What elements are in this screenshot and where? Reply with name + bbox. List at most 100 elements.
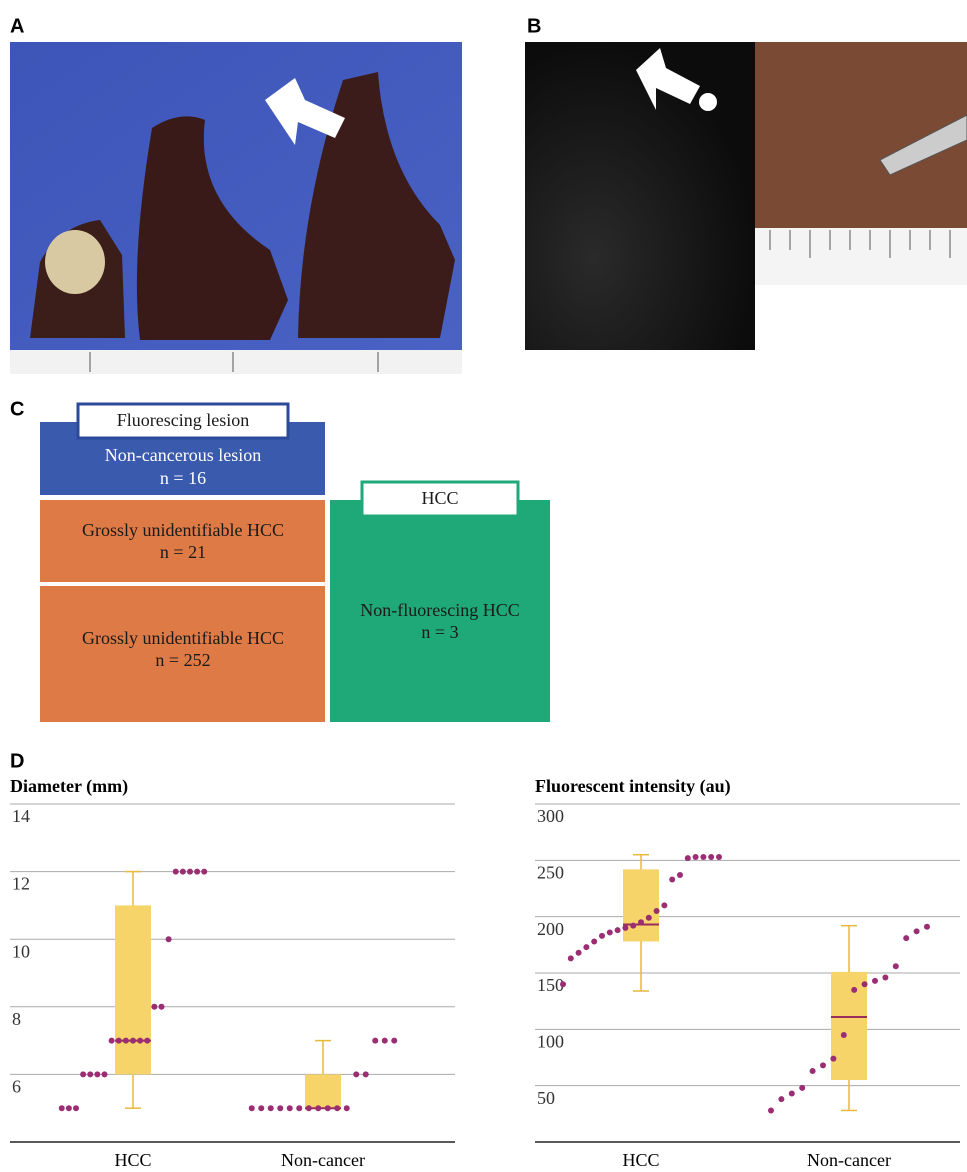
box-unident — [40, 500, 325, 582]
point — [903, 935, 909, 941]
point — [315, 1105, 321, 1111]
point — [685, 855, 691, 861]
point — [789, 1091, 795, 1097]
point — [862, 981, 868, 987]
ruler — [10, 350, 462, 374]
x-tick-label: Non-cancer — [281, 1150, 365, 1170]
y-tick-label: 100 — [537, 1031, 564, 1051]
point — [353, 1071, 359, 1077]
point — [334, 1105, 340, 1111]
point — [201, 869, 207, 875]
box-title: Grossly unidentifiable HCC — [82, 628, 284, 648]
x-tick-label: HCC — [114, 1150, 151, 1170]
box — [115, 905, 151, 1074]
point — [893, 963, 899, 969]
point — [137, 1038, 143, 1044]
point — [768, 1107, 774, 1113]
point — [591, 938, 597, 944]
label: HCC — [421, 488, 458, 508]
point — [599, 933, 605, 939]
point — [882, 975, 888, 981]
point — [382, 1038, 388, 1044]
point — [693, 854, 699, 860]
point — [677, 872, 683, 878]
point — [144, 1038, 150, 1044]
point — [173, 869, 179, 875]
point — [576, 950, 582, 956]
box — [305, 1074, 341, 1108]
panel-label: D — [10, 750, 24, 772]
point — [391, 1038, 397, 1044]
point — [583, 944, 589, 950]
tumor — [45, 230, 105, 294]
point — [94, 1071, 100, 1077]
y-tick-label: 6 — [12, 1077, 21, 1097]
point — [661, 902, 667, 908]
point — [872, 978, 878, 984]
panel-label: C — [10, 398, 24, 420]
fluorescence-spot — [699, 93, 717, 111]
point — [810, 1068, 816, 1074]
point — [80, 1071, 86, 1077]
point — [568, 955, 574, 961]
point — [296, 1105, 302, 1111]
point — [799, 1085, 805, 1091]
point — [59, 1105, 65, 1111]
y-tick-label: 14 — [12, 806, 30, 826]
point — [306, 1105, 312, 1111]
point — [830, 1056, 836, 1062]
point — [87, 1071, 93, 1077]
box-n: n = 21 — [160, 542, 206, 562]
point — [615, 927, 621, 933]
box-n: n = 252 — [155, 650, 210, 670]
point — [716, 854, 722, 860]
point — [820, 1062, 826, 1068]
y-tick-label: 12 — [12, 874, 30, 894]
point — [363, 1071, 369, 1077]
point — [66, 1105, 72, 1111]
point — [607, 929, 613, 935]
point — [841, 1032, 847, 1038]
box-title: Non-cancerous lesion — [105, 445, 261, 465]
point — [249, 1105, 255, 1111]
point — [287, 1105, 293, 1111]
point — [268, 1105, 274, 1111]
box-n: n = 16 — [160, 468, 206, 488]
point — [166, 936, 172, 942]
point — [560, 981, 566, 987]
point — [630, 923, 636, 929]
box — [831, 972, 867, 1080]
x-tick-label: Non-cancer — [807, 1150, 891, 1170]
box-n: n = 3 — [421, 622, 458, 642]
point — [654, 908, 660, 914]
y-tick-label: 10 — [12, 941, 30, 961]
point — [622, 925, 628, 931]
panel-label: A — [10, 15, 24, 37]
point — [924, 924, 930, 930]
point — [851, 987, 857, 993]
box-title: Non-fluorescing HCC — [360, 600, 519, 620]
point — [258, 1105, 264, 1111]
point — [130, 1038, 136, 1044]
point — [325, 1105, 331, 1111]
y-tick-label: 8 — [12, 1009, 21, 1029]
point — [277, 1105, 283, 1111]
panel-label: B — [527, 15, 541, 37]
figure: A B C Fluorescing lesion Non-cancerous l… — [0, 0, 967, 1172]
point — [109, 1038, 115, 1044]
point — [669, 876, 675, 882]
point — [151, 1004, 157, 1010]
photo — [525, 42, 755, 350]
y-tick-label: 150 — [537, 975, 564, 995]
point — [159, 1004, 165, 1010]
point — [914, 928, 920, 934]
point — [700, 854, 706, 860]
point — [708, 854, 714, 860]
axis-title: Diameter (mm) — [10, 776, 128, 797]
x-tick-label: HCC — [622, 1150, 659, 1170]
point — [638, 919, 644, 925]
y-tick-label: 300 — [537, 806, 564, 826]
point — [187, 869, 193, 875]
point — [194, 869, 200, 875]
box-title: Grossly unidentifiable HCC — [82, 520, 284, 540]
